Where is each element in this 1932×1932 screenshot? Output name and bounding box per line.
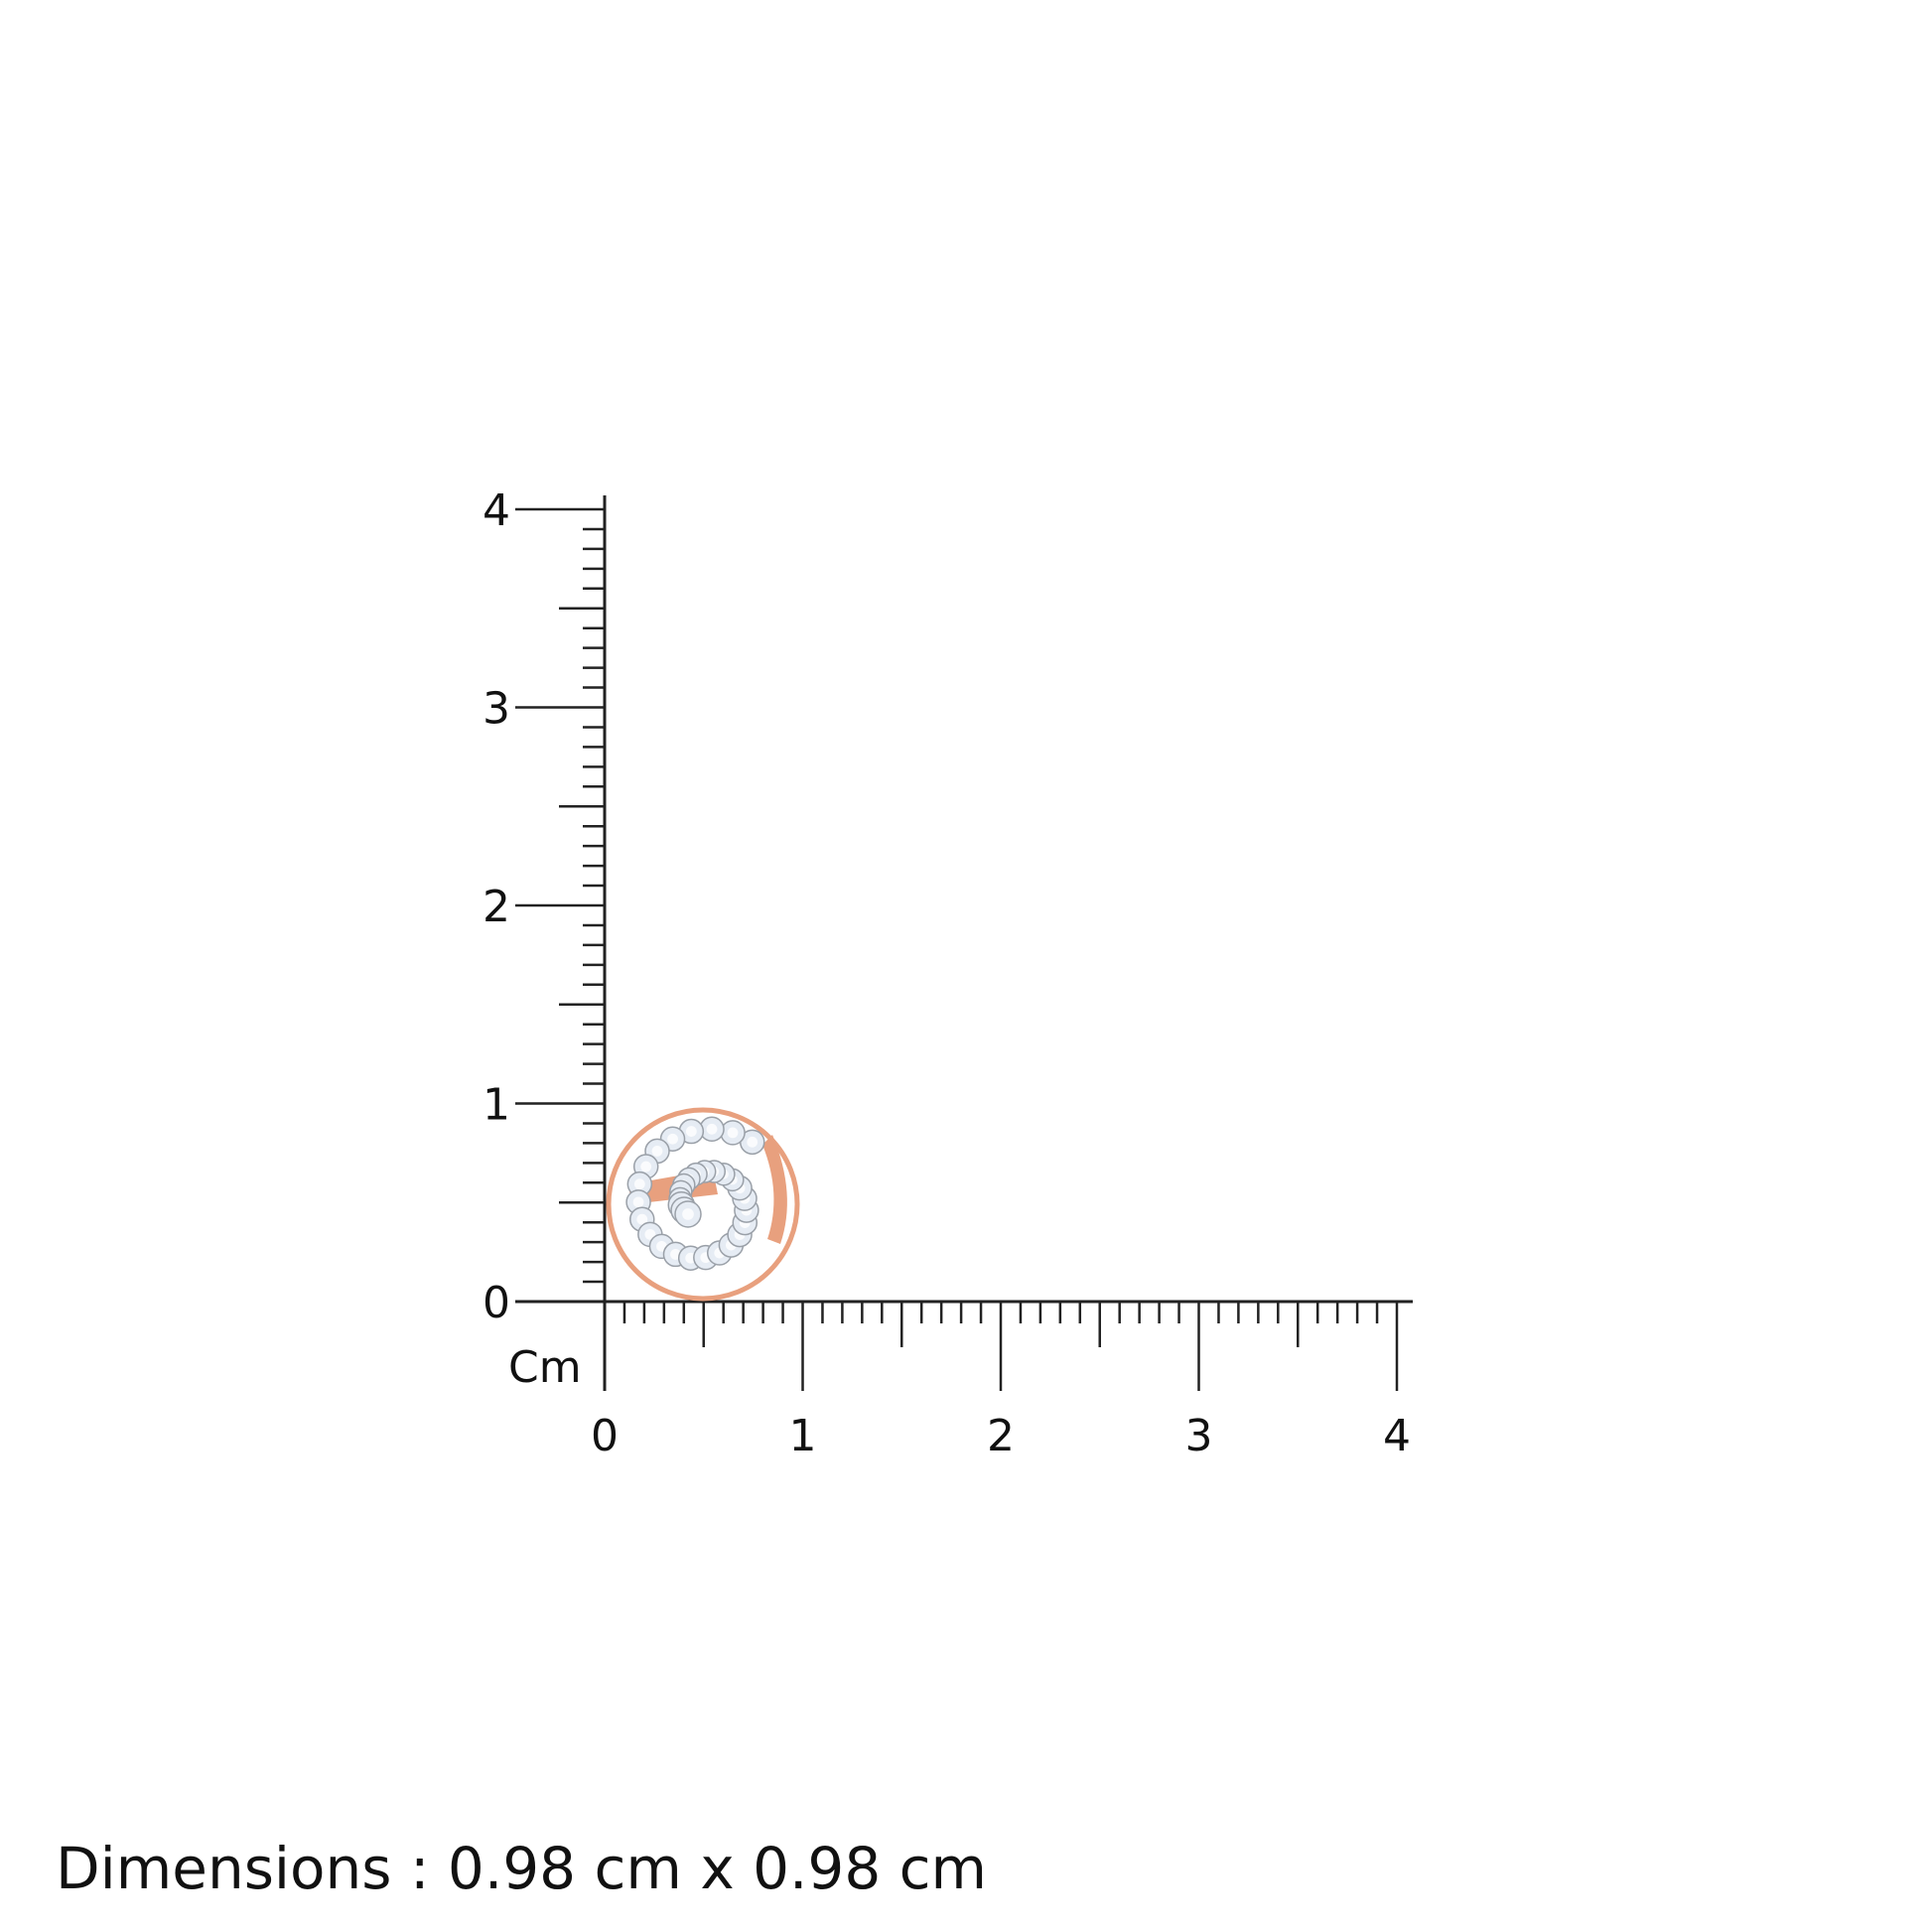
- ruler-ticks: [515, 495, 1413, 1391]
- unit-label: Cm: [508, 1342, 582, 1393]
- y-tick-label: 3: [483, 684, 510, 735]
- x-tick-label: 0: [591, 1411, 619, 1461]
- diamond-highlight: [633, 1178, 645, 1190]
- diamond-highlight: [640, 1161, 652, 1173]
- diamond-highlight: [747, 1136, 759, 1148]
- earring-outer-rim: [606, 1107, 800, 1302]
- dimensions-caption: Dimensions : 0.98 cm x 0.98 cm: [56, 1835, 988, 1902]
- x-tick-label: 3: [1185, 1411, 1213, 1461]
- y-tick-label: 0: [483, 1278, 510, 1328]
- diamond-highlight: [651, 1146, 663, 1157]
- diamond-highlight: [685, 1126, 697, 1137]
- diamond-highlight: [636, 1213, 648, 1225]
- diamond-highlight: [644, 1228, 656, 1240]
- ruler-labels: 0 1 2 3 4 0 1 2 3 4: [483, 485, 1411, 1461]
- x-tick-label: 4: [1383, 1411, 1411, 1461]
- diamond-highlight: [682, 1208, 694, 1220]
- y-tick-label: 2: [483, 882, 510, 932]
- diamond-highlight: [667, 1133, 678, 1145]
- y-tick-label: 4: [483, 485, 510, 536]
- earring-spiral-band: [762, 1135, 787, 1244]
- diamond-highlight: [706, 1123, 718, 1135]
- diamond-highlight: [727, 1127, 739, 1139]
- earring-image: [606, 1107, 800, 1302]
- y-tick-label: 1: [483, 1080, 510, 1131]
- x-tick-label: 1: [789, 1411, 817, 1461]
- diamond-highlight: [632, 1196, 644, 1208]
- x-tick-label: 2: [987, 1411, 1015, 1461]
